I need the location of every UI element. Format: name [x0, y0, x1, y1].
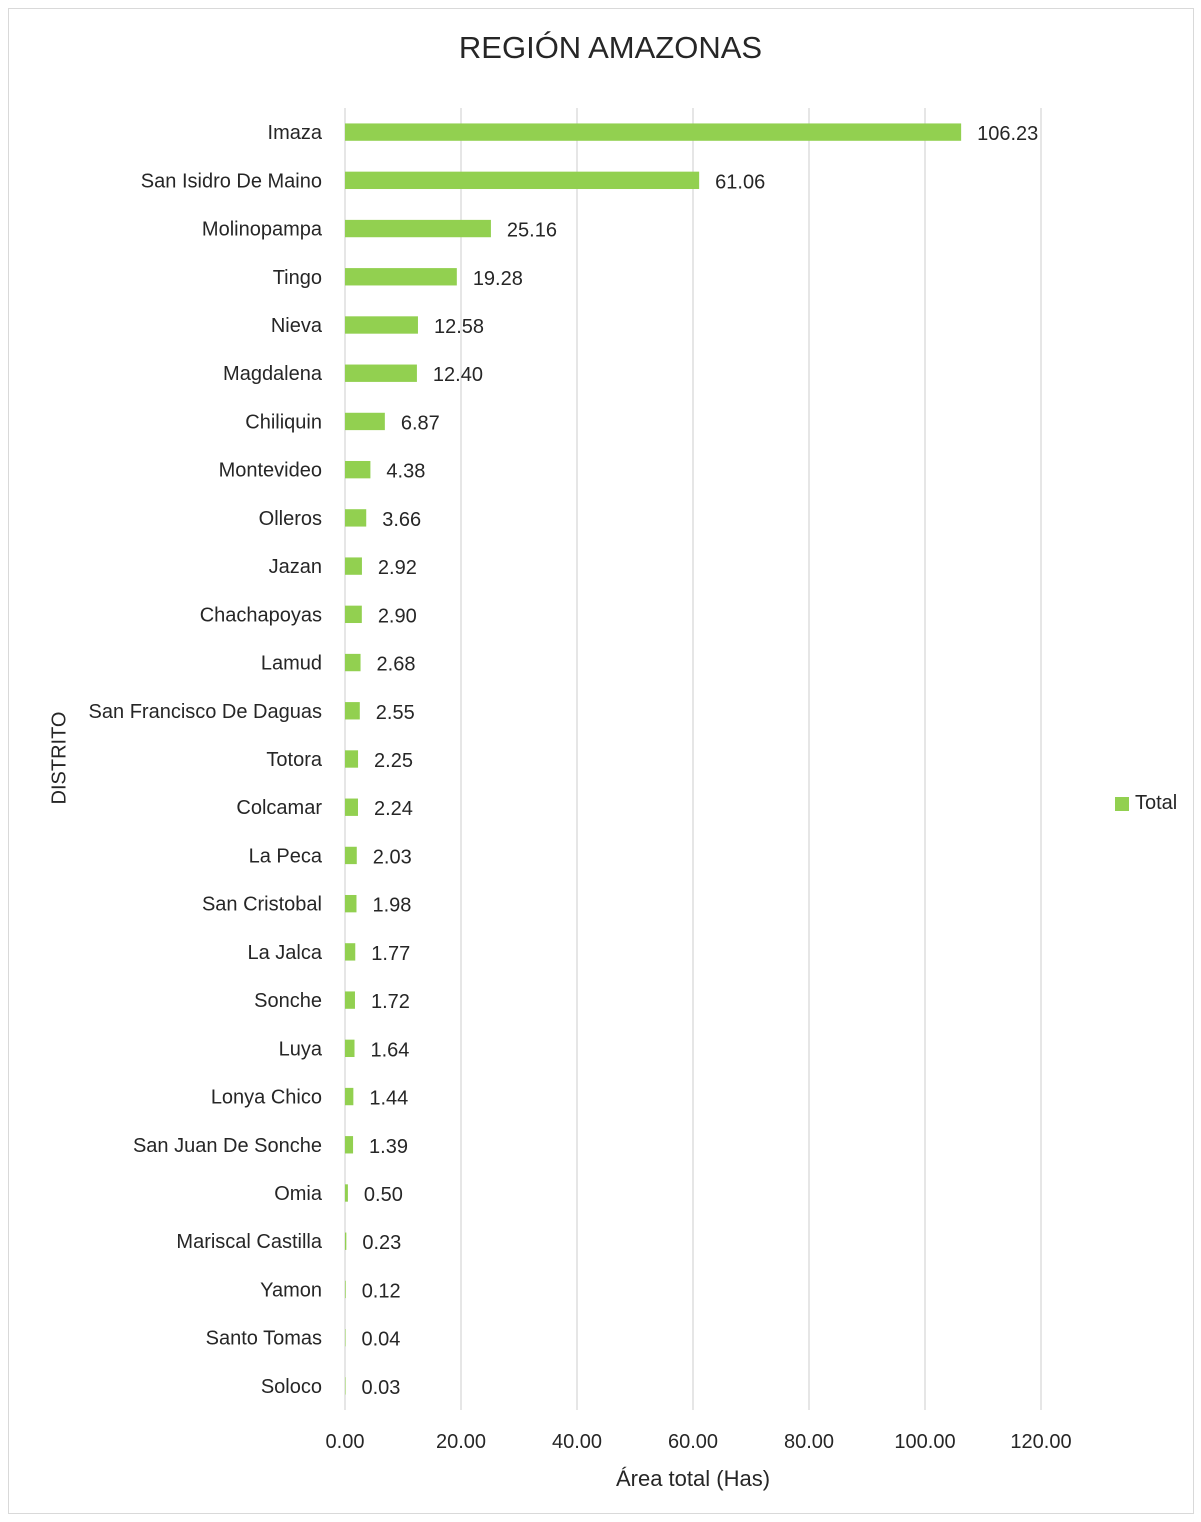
y-tick-label: San Cristobal	[202, 894, 322, 916]
bar	[345, 123, 962, 141]
data-label: 2.55	[376, 702, 415, 724]
y-tick-label: Magdalena	[223, 363, 323, 385]
x-tick-label: 20.00	[436, 1431, 486, 1453]
bar	[345, 1377, 346, 1395]
y-tick-label: La Jalca	[248, 942, 323, 964]
y-tick-label: Yamon	[260, 1279, 322, 1301]
data-label: 1.39	[369, 1136, 408, 1158]
y-tick-label: Molinopampa	[202, 219, 323, 241]
y-tick-label: Colcamar	[236, 797, 322, 819]
bar	[345, 219, 491, 238]
bar	[345, 412, 385, 431]
y-tick-label: Santo Tomas	[206, 1328, 322, 1350]
bar	[345, 702, 360, 720]
y-tick-label: San Juan De Sonche	[133, 1135, 322, 1157]
x-tick-label: 120.00	[1010, 1431, 1071, 1453]
y-tick-label: Montevideo	[219, 460, 322, 482]
legend: Total	[1115, 792, 1177, 815]
bar	[345, 605, 362, 624]
y-tick-label: San Francisco De Daguas	[89, 701, 322, 723]
data-label: 0.03	[362, 1377, 401, 1399]
y-tick-label: Mariscal Castilla	[176, 1231, 322, 1253]
y-tick-label: Luya	[279, 1038, 323, 1060]
data-label: 2.92	[378, 557, 417, 579]
data-label: 19.28	[473, 268, 523, 290]
x-tick-label: 0.00	[326, 1431, 365, 1453]
data-label: 12.40	[433, 364, 483, 386]
data-label: 1.72	[371, 991, 410, 1013]
bar	[345, 1328, 346, 1347]
y-tick-label: Chiliquin	[245, 411, 322, 433]
bar	[345, 268, 457, 286]
y-tick-label: Imaza	[268, 122, 323, 144]
bar	[345, 798, 358, 816]
data-label: 2.24	[374, 798, 413, 820]
bar	[345, 171, 700, 190]
y-tick-label: Sonche	[254, 990, 322, 1012]
bar	[345, 1039, 355, 1058]
data-label: 1.44	[369, 1088, 408, 1110]
data-label: 25.16	[507, 220, 557, 242]
y-tick-label: Totora	[266, 749, 322, 771]
bar	[345, 364, 417, 382]
x-axis-title: Área total (Has)	[615, 1466, 771, 1491]
data-label: 61.06	[715, 171, 765, 193]
data-label: 4.38	[386, 461, 425, 483]
bar	[345, 991, 355, 1009]
y-tick-label: Lonya Chico	[211, 1087, 322, 1109]
y-tick-label: Soloco	[261, 1376, 322, 1398]
x-tick-label: 100.00	[894, 1431, 955, 1453]
data-label: 2.03	[373, 846, 412, 868]
data-label: 0.12	[362, 1280, 401, 1302]
bar	[345, 653, 361, 672]
bar	[345, 943, 356, 961]
data-label: 1.98	[372, 895, 411, 917]
bar	[345, 894, 357, 913]
bar	[345, 846, 357, 865]
data-label: 1.64	[371, 1039, 410, 1061]
data-label: 2.68	[377, 654, 416, 676]
y-tick-label: La Peca	[249, 845, 323, 867]
data-label: 3.66	[382, 509, 421, 531]
x-tick-label: 80.00	[784, 1431, 834, 1453]
legend-swatch	[1115, 796, 1129, 811]
chart-title: REGIÓN AMAZONAS	[458, 30, 763, 65]
y-tick-label: Omia	[274, 1183, 323, 1205]
bar	[345, 1232, 347, 1250]
y-tick-label: Chachapoyas	[200, 604, 322, 626]
bar	[345, 1280, 346, 1299]
bar	[345, 1136, 354, 1154]
bar	[345, 316, 418, 334]
bar	[345, 460, 371, 479]
data-label: 0.23	[362, 1232, 401, 1254]
data-label: 1.77	[371, 943, 410, 965]
y-tick-label: Jazan	[269, 556, 322, 578]
data-label: 0.04	[362, 1329, 401, 1351]
data-label: 2.25	[374, 750, 413, 772]
chart-frame	[8, 8, 1194, 1514]
bar	[345, 1184, 348, 1202]
y-tick-label: Nieva	[271, 315, 323, 337]
data-label: 6.87	[401, 412, 440, 434]
y-tick-label: Tingo	[273, 267, 322, 289]
bar	[345, 557, 362, 575]
bar	[345, 1087, 354, 1106]
data-label: 0.50	[364, 1184, 403, 1206]
bar	[345, 750, 359, 768]
bar	[345, 509, 367, 527]
y-tick-label: San Isidro De Maino	[141, 170, 322, 192]
data-label: 106.23	[977, 123, 1038, 145]
y-tick-label: Olleros	[259, 508, 322, 530]
y-tick-label: Lamud	[261, 653, 322, 675]
x-tick-label: 60.00	[668, 1431, 718, 1453]
legend-label: Total	[1135, 792, 1178, 814]
x-tick-label: 40.00	[552, 1431, 602, 1453]
data-label: 2.90	[378, 605, 417, 627]
data-label: 12.58	[434, 316, 484, 338]
